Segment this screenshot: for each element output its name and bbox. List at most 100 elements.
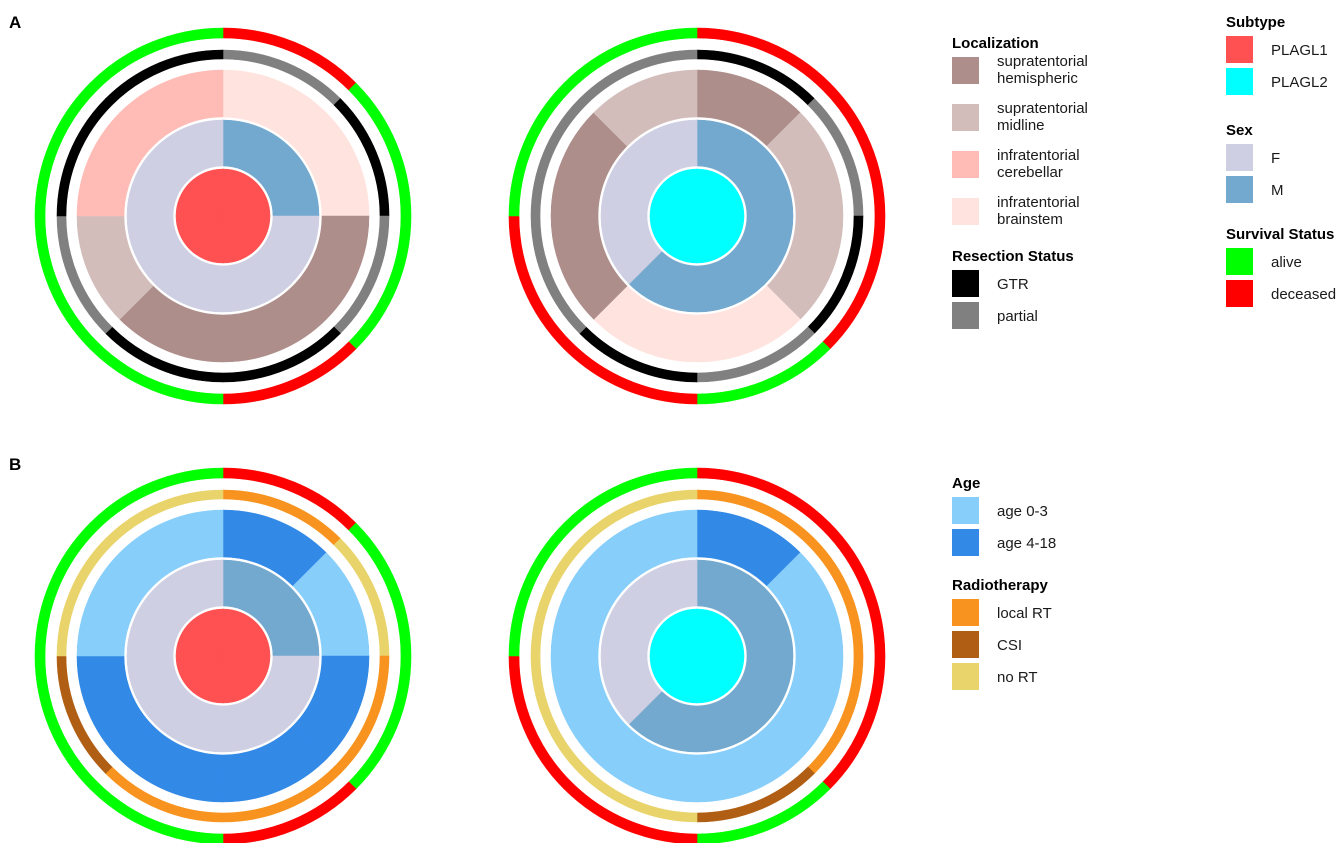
legend-title: Resection Status [952, 248, 1074, 265]
ring-resection-status [56, 49, 390, 383]
legend-label-alive: alive [1271, 254, 1302, 271]
segment-resection-status-partial [579, 49, 698, 106]
segment-age-age-0-3 [119, 509, 224, 587]
legend-label-f: F [1271, 150, 1280, 167]
legend-swatch-no-rt [952, 663, 979, 690]
segment-localization-infratentorial-cerebellar [119, 69, 224, 147]
segment-survival-status-alive [563, 27, 698, 91]
legend-swatch-m [1226, 176, 1253, 203]
legend-label-deceased: deceased [1271, 286, 1336, 303]
ring-sex [600, 559, 794, 753]
ring-resection-status [530, 49, 864, 383]
ring-survival-status [508, 467, 886, 843]
legend-label-supratentorial-hemispheric: supratentorial hemispheric [997, 53, 1088, 87]
ring-sex [600, 119, 794, 313]
legend-label-age-4-18: age 4-18 [997, 535, 1056, 552]
segment-survival-status-alive [89, 27, 224, 91]
legend-swatch-infratentorial-brainstem [952, 198, 979, 225]
ring-survival-status [34, 467, 412, 843]
legend-radiotherapy: Radiotherapy local RT CSI no RT [952, 577, 1052, 690]
segment-sex-f [628, 119, 698, 182]
ring-subtype [175, 168, 271, 264]
legend-swatch-supratentorial-midline [952, 104, 979, 131]
legend-swatch-gtr [952, 270, 979, 297]
legend-label-supratentorial-midline: supratentorial midline [997, 100, 1088, 134]
legend-swatch-age-0-3 [952, 497, 979, 524]
ring-separator [74, 67, 372, 365]
panel-label-b: B [9, 455, 21, 474]
legend-age: Age age 0-3 age 4-18 [952, 475, 1056, 556]
ring-separator [173, 166, 273, 266]
legend-title: Subtype [1226, 14, 1285, 31]
ring-age [550, 509, 844, 803]
legend-label-local-rt: local RT [997, 605, 1052, 622]
segment-sex-f [154, 119, 224, 182]
sunburst-chart-panel-b-plagl1 [34, 467, 412, 843]
segment-sex-f [154, 559, 224, 622]
ring-subtype [649, 168, 745, 264]
ring-radiotherapy [530, 489, 864, 823]
ring-sex [126, 559, 320, 753]
ring-survival-status [508, 27, 886, 405]
legend-swatch-deceased [1226, 280, 1253, 307]
segment-sex-f [628, 559, 698, 622]
ring-separator [173, 606, 273, 706]
ring-subtype [649, 608, 745, 704]
legend-label-age-0-3: age 0-3 [997, 503, 1048, 520]
sunburst-chart-panel-a-plagl1 [34, 27, 412, 405]
legend-swatch-alive [1226, 248, 1253, 275]
sunburst-chart-panel-b-plagl2 [508, 467, 886, 843]
legend-survival-status: Survival Status alive deceased [1226, 226, 1336, 307]
ring-sex [126, 119, 320, 313]
segment-subtype-plagl2 [663, 608, 698, 657]
ring-subtype [175, 608, 271, 704]
legend-label-plagl2: PLAGL2 [1271, 74, 1328, 91]
segment-subtype-plagl1 [189, 608, 224, 657]
legend-label-m: M [1271, 182, 1284, 199]
ring-survival-status [34, 27, 412, 405]
legend-label-csi: CSI [997, 637, 1022, 654]
segment-radiotherapy-no-rt [579, 489, 698, 546]
legend-label-no-rt: no RT [997, 669, 1038, 686]
segment-radiotherapy-no-rt [105, 489, 224, 546]
segment-localization-supratentorial-midline [593, 69, 698, 147]
legend-swatch-plagl1 [1226, 36, 1253, 63]
segment-survival-status-alive [563, 467, 698, 531]
legend-subtype: Subtype PLAGL1 PLAGL2 [1226, 14, 1328, 95]
legend-title: Survival Status [1226, 226, 1334, 243]
ring-separator [548, 67, 846, 365]
legend-title: Sex [1226, 122, 1253, 139]
legend-sex: Sex FM [1226, 122, 1284, 203]
segment-age-age-0-3 [593, 509, 698, 587]
legend-label-gtr: GTR [997, 276, 1029, 293]
legend-title: Age [952, 475, 980, 492]
ring-separator [647, 166, 747, 266]
legend-swatch-f [1226, 144, 1253, 171]
legend-title: Localization [952, 35, 1039, 52]
legend-label-partial: partial [997, 308, 1038, 325]
ring-separator [598, 117, 796, 315]
ring-separator [124, 557, 322, 755]
ring-separator [74, 507, 372, 805]
legend-swatch-plagl2 [1226, 68, 1253, 95]
ring-separator [647, 606, 747, 706]
legend-resection-status: Resection Status GTR partial [952, 248, 1074, 329]
ring-separator [598, 557, 796, 755]
legend-title: Radiotherapy [952, 577, 1049, 594]
segment-subtype-plagl2 [663, 168, 698, 217]
ring-localization [76, 69, 370, 363]
legend-swatch-infratentorial-cerebellar [952, 151, 979, 178]
ring-radiotherapy [56, 489, 390, 823]
legend-swatch-partial [952, 302, 979, 329]
legend-label-infratentorial-brainstem: infratentorial brainstem [997, 194, 1080, 228]
legend-swatch-supratentorial-hemispheric [952, 57, 979, 84]
legend-label-plagl1: PLAGL1 [1271, 42, 1328, 59]
legend-swatch-csi [952, 631, 979, 658]
sunburst-chart-panel-a-plagl2 [508, 27, 886, 405]
ring-localization [550, 69, 844, 363]
segment-subtype-plagl1 [189, 168, 224, 217]
legend-label-infratentorial-cerebellar: infratentorial cerebellar [997, 147, 1080, 181]
segment-resection-status-gtr [105, 49, 224, 106]
